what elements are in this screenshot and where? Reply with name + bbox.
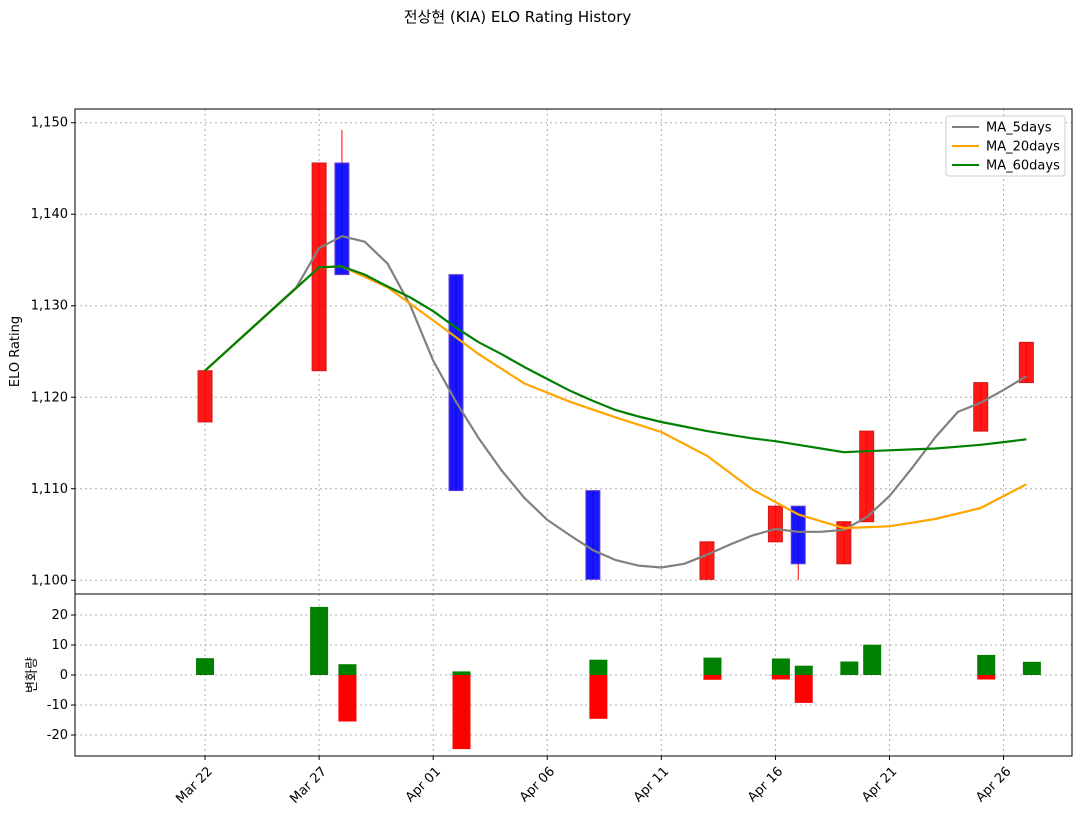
volume-bar: [589, 675, 608, 719]
legend-label-ma-20days: MA_20days: [986, 140, 1060, 155]
candle-body: [767, 505, 783, 543]
volume-bar: [794, 665, 813, 675]
volume-bar: [452, 671, 471, 675]
upper-y-tick-label: 1,100: [31, 573, 68, 588]
candle-body: [973, 382, 989, 432]
candle-body: [197, 370, 213, 423]
candle-body: [585, 490, 601, 580]
candle-body: [790, 505, 806, 565]
volume-bar: [452, 675, 471, 750]
upper-y-tick-label: 1,130: [31, 299, 68, 314]
ma-line-ma-5days: [204, 235, 1027, 569]
volume-bar: [338, 664, 357, 675]
volume-bar: [338, 675, 357, 722]
legend-label-ma-5days: MA_5days: [986, 121, 1052, 136]
lower-y-tick-label: -10: [47, 698, 68, 713]
volume-bar: [771, 675, 790, 680]
volume-bar: [771, 658, 790, 675]
lower-y-tick-label: 0: [60, 668, 68, 683]
volume-bar: [840, 661, 859, 675]
x-tick-label: Mar 27: [287, 764, 330, 807]
lower-y-axis-label: 변화량: [25, 657, 40, 693]
lower-y-tick-label: 10: [51, 638, 68, 653]
candle-body: [1018, 341, 1034, 384]
chart-title: 전상현 (KIA) ELO Rating History: [403, 8, 632, 26]
upper-y-tick-label: 1,140: [31, 207, 68, 222]
lower-axes-frame: [74, 593, 1073, 757]
upper-y-tick-label: 1,150: [31, 116, 68, 131]
volume-bar: [1022, 661, 1041, 675]
volume-bar: [794, 675, 813, 703]
candle-body: [699, 541, 715, 580]
volume-bar: [703, 675, 722, 680]
x-tick-label: Apr 01: [403, 764, 444, 805]
legend-box: [945, 115, 1066, 177]
legend-label-ma-60days: MA_60days: [986, 159, 1060, 174]
x-tick-label: Apr 16: [745, 764, 786, 805]
lower-grid: [75, 594, 1072, 756]
moving-average-lines: [204, 235, 1027, 569]
lower-y-tick-label: 20: [51, 608, 68, 623]
candle-body: [836, 521, 852, 565]
candle-body: [448, 274, 464, 492]
x-tick-label: Apr 06: [517, 764, 558, 805]
candles: [197, 130, 1034, 581]
volume-bar: [196, 658, 215, 675]
candle-body: [859, 430, 875, 523]
ma-line-ma-20days: [204, 265, 1027, 530]
candle-body: [334, 162, 350, 276]
volume-bar: [589, 659, 608, 675]
upper-y-tick-label: 1,110: [31, 482, 68, 497]
lower-y-tick-label: -20: [47, 728, 68, 743]
x-tick-label: Mar 22: [173, 764, 216, 807]
legend[interactable]: MA_5days MA_20days MA_60days: [945, 115, 1066, 177]
volume-bar: [703, 657, 722, 675]
upper-y-tick-label: 1,120: [31, 390, 68, 405]
volume-bar: [977, 654, 996, 675]
volume-bar: [977, 675, 996, 680]
volume-bars: [196, 606, 1041, 750]
x-tick-label: Apr 11: [631, 764, 672, 805]
upper-y-axis-label: ELO Rating: [8, 316, 23, 387]
volume-bar: [310, 606, 329, 675]
ma-line-ma-60days: [204, 265, 1027, 454]
axes: 1,100 1,110 1,120 1,130 1,140 1,150 -20 -10 0 10 2…: [8, 108, 1073, 807]
x-tick-label: Apr 21: [859, 764, 900, 805]
volume-bar: [863, 644, 882, 675]
x-tick-label: Apr 26: [973, 764, 1014, 805]
